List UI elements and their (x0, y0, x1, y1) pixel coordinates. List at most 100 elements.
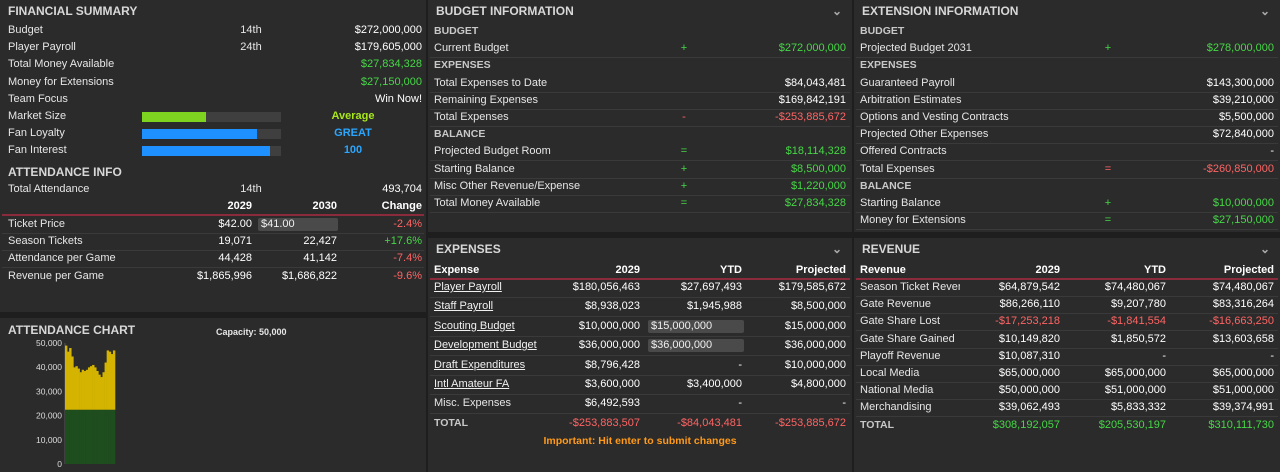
row-divider (856, 313, 1278, 315)
line-item-value: $10,000,000 (1212, 197, 1274, 209)
revenue-header-row: Revenue 2029 YTD Projected (854, 262, 1280, 279)
line-item-operator: + (680, 162, 688, 175)
season-ticket-bar (102, 409, 105, 464)
collapse-chevron-icon[interactable]: ⌄ (831, 242, 842, 256)
line-item-row: Money for Extensions = $27,150,000 (854, 212, 1280, 229)
line-item-row: Guaranteed Payroll $143,300,000 (854, 75, 1280, 92)
revenue-ytd: $74,480,067 (1104, 281, 1166, 293)
line-item-row: Current Budget + $272,000,000 (428, 40, 852, 57)
revenue-row: Merchandising $39,062,493 $5,833,332 $39,37… (854, 399, 1280, 416)
header-2029: 2029 (227, 200, 252, 212)
expense-ytd: $27,697,493 (680, 281, 742, 293)
collapse-chevron-icon[interactable]: ⌄ (1259, 242, 1270, 256)
line-item-label: Arbitration Estimates (860, 93, 962, 106)
revenue-total-2029: $308,192,057 (992, 418, 1060, 431)
row-divider (430, 316, 850, 318)
line-item-row: Misc Other Revenue/Expense + $1,220,000 (428, 178, 852, 195)
expense-link[interactable]: Staff Payroll (434, 300, 494, 313)
row-divider (2, 267, 424, 269)
season-ticket-bar (90, 409, 93, 464)
revenue-ytd: $1,850,572 (1110, 332, 1166, 345)
expense-ytd: - (738, 397, 742, 410)
expense-ytd-input[interactable]: $36,000,000 (648, 339, 744, 353)
attendance-chart-title: ATTENDANCE CHART (8, 323, 136, 337)
meter-label: Fan Interest (8, 144, 67, 157)
season-ticket-bar (106, 409, 110, 464)
single-game-bar (75, 366, 78, 410)
attendance-change: +17.6% (384, 235, 422, 248)
line-item-value: $1,220,000 (790, 179, 846, 192)
revenue-label: Local Media (860, 367, 920, 379)
attendance-2030: 41,142 (303, 252, 337, 265)
revenue-2029: -$17,253,218 (995, 315, 1060, 328)
collapse-chevron-icon[interactable]: ⌄ (831, 4, 842, 18)
row-divider (856, 416, 1278, 418)
financial-value: $272,000,000 (354, 24, 422, 36)
revenue-col-projected: Projected (1223, 264, 1274, 276)
expense-projected: $15,000,000 (784, 319, 846, 332)
row-divider (856, 126, 1278, 127)
single-game-bar (67, 351, 70, 410)
line-item-value: $18,114,328 (785, 145, 846, 158)
revenue-label: Gate Share Lost (860, 315, 941, 328)
expenses-total-row: TOTAL -$253,883,507 -$84,043,481 -$253,885,… (428, 415, 852, 432)
meter-label: Fan Loyalty (8, 127, 65, 140)
revenue-row: Gate Share Lost -$17,253,218 -$1,841,554 -$… (854, 313, 1280, 330)
capacity-label: Capacity: 50,000 (216, 327, 287, 337)
revenue-2029: $50,000,000 (998, 384, 1060, 397)
row-divider (430, 194, 850, 196)
expense-link[interactable]: Intl Amateur FA (434, 378, 510, 390)
y-tick-label: 10,000 (36, 435, 62, 445)
financial-value: $27,834,328 (360, 58, 422, 71)
row-divider (430, 91, 850, 93)
line-item-label: Starting Balance (860, 197, 941, 209)
revenue-ytd: $9,207,780 (1110, 298, 1166, 311)
row-divider (430, 160, 850, 162)
season-ticket-bar (92, 409, 95, 464)
row-divider (430, 212, 850, 213)
line-item-value: $278,000,000 (1206, 42, 1274, 55)
expense-projected: $4,800,000 (790, 378, 846, 390)
attendance-chart: 0 10,000 20,000 30,000 40,000 50,000 (36, 338, 116, 469)
expense-row: Player Payroll $180,056,463 $27,697,493 $17… (428, 279, 852, 296)
revenue-2029: $10,087,310 (998, 349, 1060, 362)
y-tick-label: 20,000 (36, 411, 62, 421)
expense-link[interactable]: Scouting Budget (434, 319, 515, 332)
meter-label: Market Size (8, 110, 67, 122)
header-underline (430, 278, 850, 280)
single-game-bar (69, 348, 72, 410)
section-header: BUDGET (428, 23, 852, 40)
revenue-ytd: -$1,841,554 (1107, 315, 1166, 328)
single-game-bar (83, 371, 87, 410)
row-divider (2, 250, 424, 252)
line-item-operator: + (680, 42, 688, 55)
season-ticket-bar (110, 409, 114, 464)
line-item-label: Guaranteed Payroll (860, 76, 955, 89)
revenue-row: Playoff Revenue $10,087,310 - - (854, 348, 1280, 365)
expense-link[interactable]: Draft Expenditures (434, 358, 526, 371)
season-ticket-bar (94, 409, 97, 464)
season-ticket-bar (69, 409, 72, 464)
revenue-total-row: TOTAL $308,192,057 $205,530,197 $310,111,73… (854, 417, 1280, 434)
line-item-label: Offered Contracts (860, 145, 947, 158)
expense-row: Staff Payroll $8,938,023 $1,945,988 $8,500,… (428, 298, 852, 315)
ticket-price-input[interactable]: $41.00 (258, 218, 338, 231)
row-divider (856, 160, 1278, 162)
section-header: BALANCE (428, 126, 852, 143)
section-header: EXPENSES (854, 57, 1280, 74)
row-divider (430, 108, 850, 110)
attendance-2030: 22,427 (303, 235, 337, 248)
financial-rank: 14th (240, 24, 262, 36)
expense-ytd-input[interactable]: $15,000,000 (648, 319, 744, 333)
expenses-total-2029: -$253,883,507 (569, 416, 640, 429)
collapse-chevron-icon[interactable]: ⌄ (1259, 4, 1270, 18)
expense-link[interactable]: Player Payroll (434, 281, 502, 293)
expense-link[interactable]: Development Budget (434, 339, 537, 352)
revenue-total-label: TOTAL (860, 418, 895, 431)
single-game-bar (102, 372, 105, 410)
line-item-label: Current Budget (434, 42, 509, 55)
revenue-label: Gate Share Gained (860, 332, 955, 345)
revenue-label: Merchandising (860, 401, 932, 414)
line-item-row: Offered Contracts - (854, 143, 1280, 160)
attendance-chart-panel: ATTENDANCE CHART Capacity: 50,000 0 10,00… (0, 318, 426, 472)
